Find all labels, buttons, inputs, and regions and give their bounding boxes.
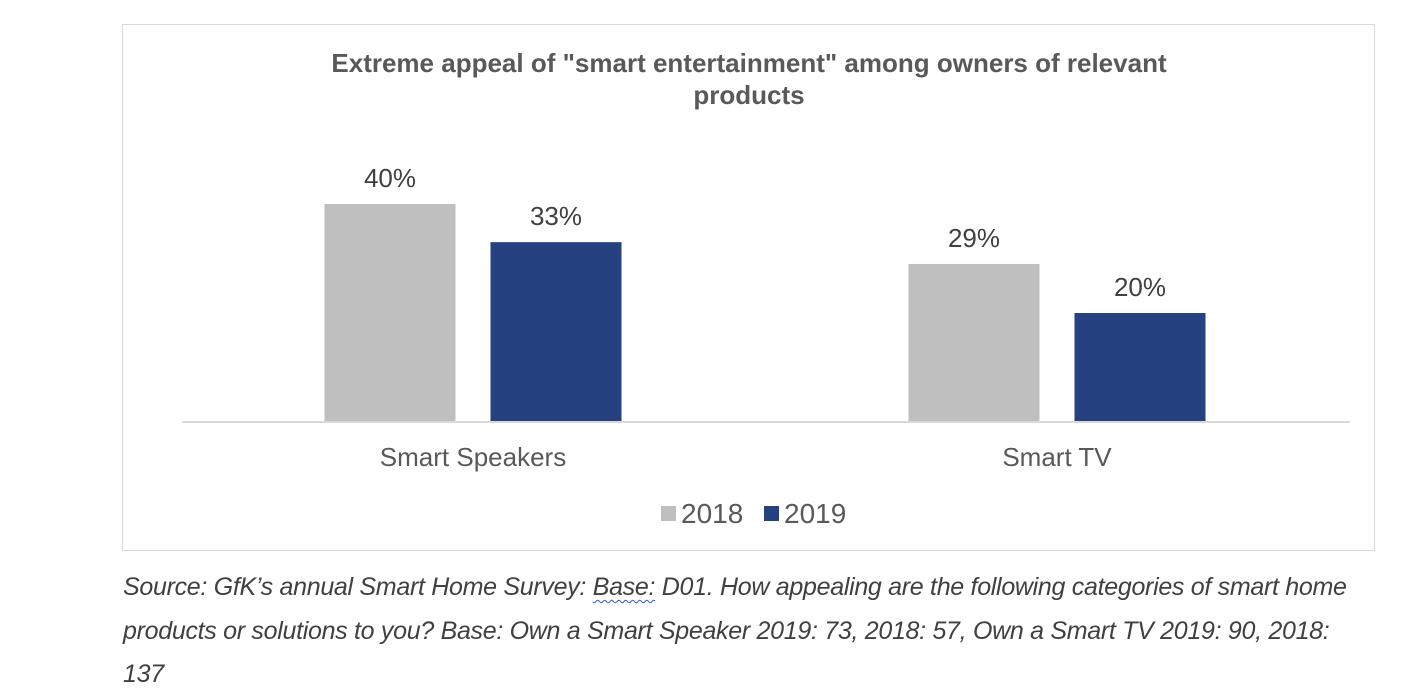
bar-smart-speakers-2018: [324, 204, 456, 422]
chart-title-line-2: products: [693, 80, 804, 110]
data-label-smart-tv-2019: 20%: [1114, 272, 1166, 302]
legend-swatch-2019: [764, 506, 779, 521]
source-note-prefix: Source: GfK’s annual Smart Home Survey:: [123, 573, 593, 601]
legend-label-2018: 2018: [681, 498, 743, 529]
legend-label-2019: 2019: [784, 498, 846, 529]
bar-smart-tv-2018: [908, 263, 1040, 422]
category-label-smart-speakers: Smart Speakers: [380, 442, 566, 472]
data-label-smart-speakers-2019: 33%: [530, 201, 582, 231]
data-label-smart-tv-2018: 29%: [948, 223, 1000, 253]
category-labels: Smart Speakers Smart TV: [380, 442, 1113, 472]
chart-frame: Extreme appeal of "smart entertainment" …: [122, 24, 1375, 551]
spellcheck-flagged-word: Base:: [592, 573, 656, 601]
bar-smart-tv-2019: [1074, 313, 1206, 422]
bar-smart-speakers-2019: [490, 242, 622, 422]
data-label-smart-speakers-2018: 40%: [364, 163, 416, 193]
category-label-smart-tv: Smart TV: [1002, 442, 1112, 472]
bar-chart: Extreme appeal of "smart entertainment" …: [182, 48, 1350, 529]
chart-title-line-1: Extreme appeal of "smart entertainment" …: [331, 48, 1167, 78]
source-note-suffix: D01. How appealing are the following cat…: [123, 573, 1347, 688]
legend: 2018 2019: [661, 498, 846, 529]
legend-swatch-2018: [661, 506, 676, 521]
bars-layer: 40% 33% 29% 20%: [324, 163, 1206, 422]
source-note: Source: GfK’s annual Smart Home Survey: …: [123, 566, 1363, 697]
